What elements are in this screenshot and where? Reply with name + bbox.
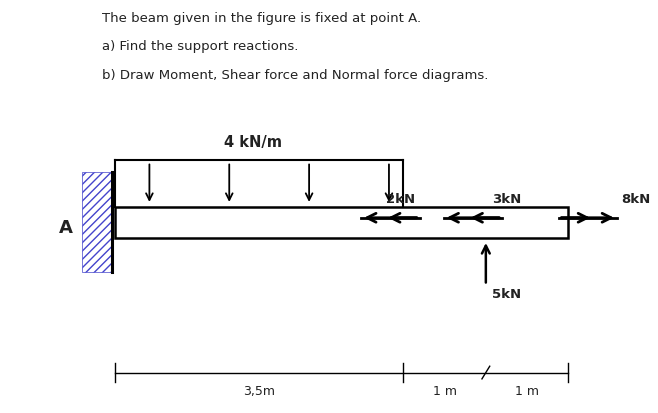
Text: 3,5m: 3,5m bbox=[243, 384, 275, 397]
Bar bbox=[114, 207, 569, 238]
Text: b) Draw Moment, Shear force and Normal force diagrams.: b) Draw Moment, Shear force and Normal f… bbox=[102, 69, 488, 82]
Text: 4 kN/m: 4 kN/m bbox=[224, 135, 282, 150]
Text: The beam given in the figure is fixed at point A.: The beam given in the figure is fixed at… bbox=[102, 12, 421, 25]
Text: 5kN: 5kN bbox=[492, 288, 521, 301]
Bar bbox=[82, 173, 112, 273]
Text: A: A bbox=[59, 218, 73, 236]
Text: 1 m: 1 m bbox=[432, 384, 457, 397]
Text: 8kN: 8kN bbox=[621, 193, 651, 206]
Text: a) Find the support reactions.: a) Find the support reactions. bbox=[102, 40, 298, 53]
Text: 3kN: 3kN bbox=[492, 192, 522, 205]
Text: 2kN: 2kN bbox=[386, 192, 415, 205]
Text: 1 m: 1 m bbox=[515, 384, 539, 397]
